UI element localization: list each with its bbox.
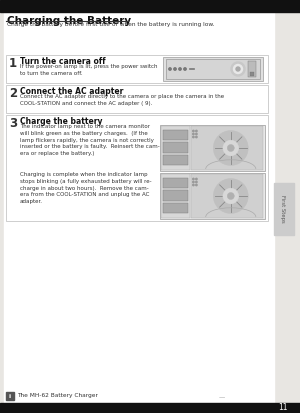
Bar (0, 0, 300, 12)
Bar (163, 178, 188, 188)
Bar (161, 126, 190, 170)
Bar (6, 392, 14, 400)
Bar (0, 403, 300, 413)
Bar (163, 57, 263, 81)
Bar (163, 142, 188, 152)
Bar (250, 72, 254, 76)
Bar (6, 85, 268, 113)
Text: Charge the battery: Charge the battery (20, 117, 103, 126)
Bar (191, 174, 263, 218)
Circle shape (174, 68, 176, 70)
Circle shape (196, 181, 197, 183)
Circle shape (223, 140, 239, 156)
Bar (6, 55, 268, 83)
Circle shape (196, 136, 197, 138)
Circle shape (193, 133, 194, 135)
Bar (160, 125, 265, 171)
Text: 1: 1 (9, 57, 17, 70)
Circle shape (179, 68, 181, 70)
Bar (6, 115, 268, 221)
Text: 2: 2 (9, 87, 17, 100)
Text: The MH-62 Battery Charger: The MH-62 Battery Charger (17, 394, 98, 399)
Circle shape (193, 178, 194, 180)
Text: 11: 11 (278, 404, 288, 413)
Text: Connect the AC adapter: Connect the AC adapter (20, 87, 123, 96)
Text: If the power-on lamp is lit, press the power switch
to turn the camera off.: If the power-on lamp is lit, press the p… (20, 64, 158, 76)
Bar (163, 130, 188, 140)
Circle shape (231, 62, 245, 76)
Circle shape (196, 130, 197, 132)
Text: 3: 3 (9, 117, 17, 130)
Circle shape (213, 131, 248, 166)
Text: i: i (9, 394, 11, 399)
Bar (163, 154, 188, 165)
Text: Charging is complete when the indicator lamp
stops blinking (a fully exhausted b: Charging is complete when the indicator … (20, 172, 152, 204)
Text: Connect the AC adapter directly to the camera or place the camera in the
COOL-ST: Connect the AC adapter directly to the c… (20, 94, 224, 106)
Text: —: — (219, 395, 225, 400)
Circle shape (193, 136, 194, 138)
Circle shape (196, 133, 197, 135)
Text: Charge the battery before first use or when the battery is running low.: Charge the battery before first use or w… (7, 22, 214, 27)
Bar (191, 126, 263, 170)
Circle shape (193, 184, 194, 186)
Text: Charging the Battery: Charging the Battery (7, 16, 131, 26)
Circle shape (196, 178, 197, 180)
Bar (161, 174, 190, 218)
Text: The indicator lamp next to the camera monitor
will blink green as the battery ch: The indicator lamp next to the camera mo… (20, 124, 160, 156)
Circle shape (233, 64, 242, 74)
Circle shape (193, 130, 194, 132)
Circle shape (184, 68, 186, 70)
Bar (160, 173, 265, 219)
Bar (274, 183, 294, 235)
Circle shape (227, 145, 234, 152)
Circle shape (227, 192, 234, 199)
Text: Turn the camera off: Turn the camera off (20, 57, 106, 66)
Bar (248, 61, 256, 77)
Circle shape (169, 68, 171, 70)
Bar (163, 190, 188, 201)
Bar (166, 59, 260, 79)
Circle shape (236, 67, 240, 71)
Circle shape (196, 184, 197, 186)
Text: First Steps: First Steps (280, 195, 286, 223)
Circle shape (213, 178, 248, 214)
Circle shape (223, 188, 239, 204)
Bar (163, 202, 188, 213)
Circle shape (193, 181, 194, 183)
